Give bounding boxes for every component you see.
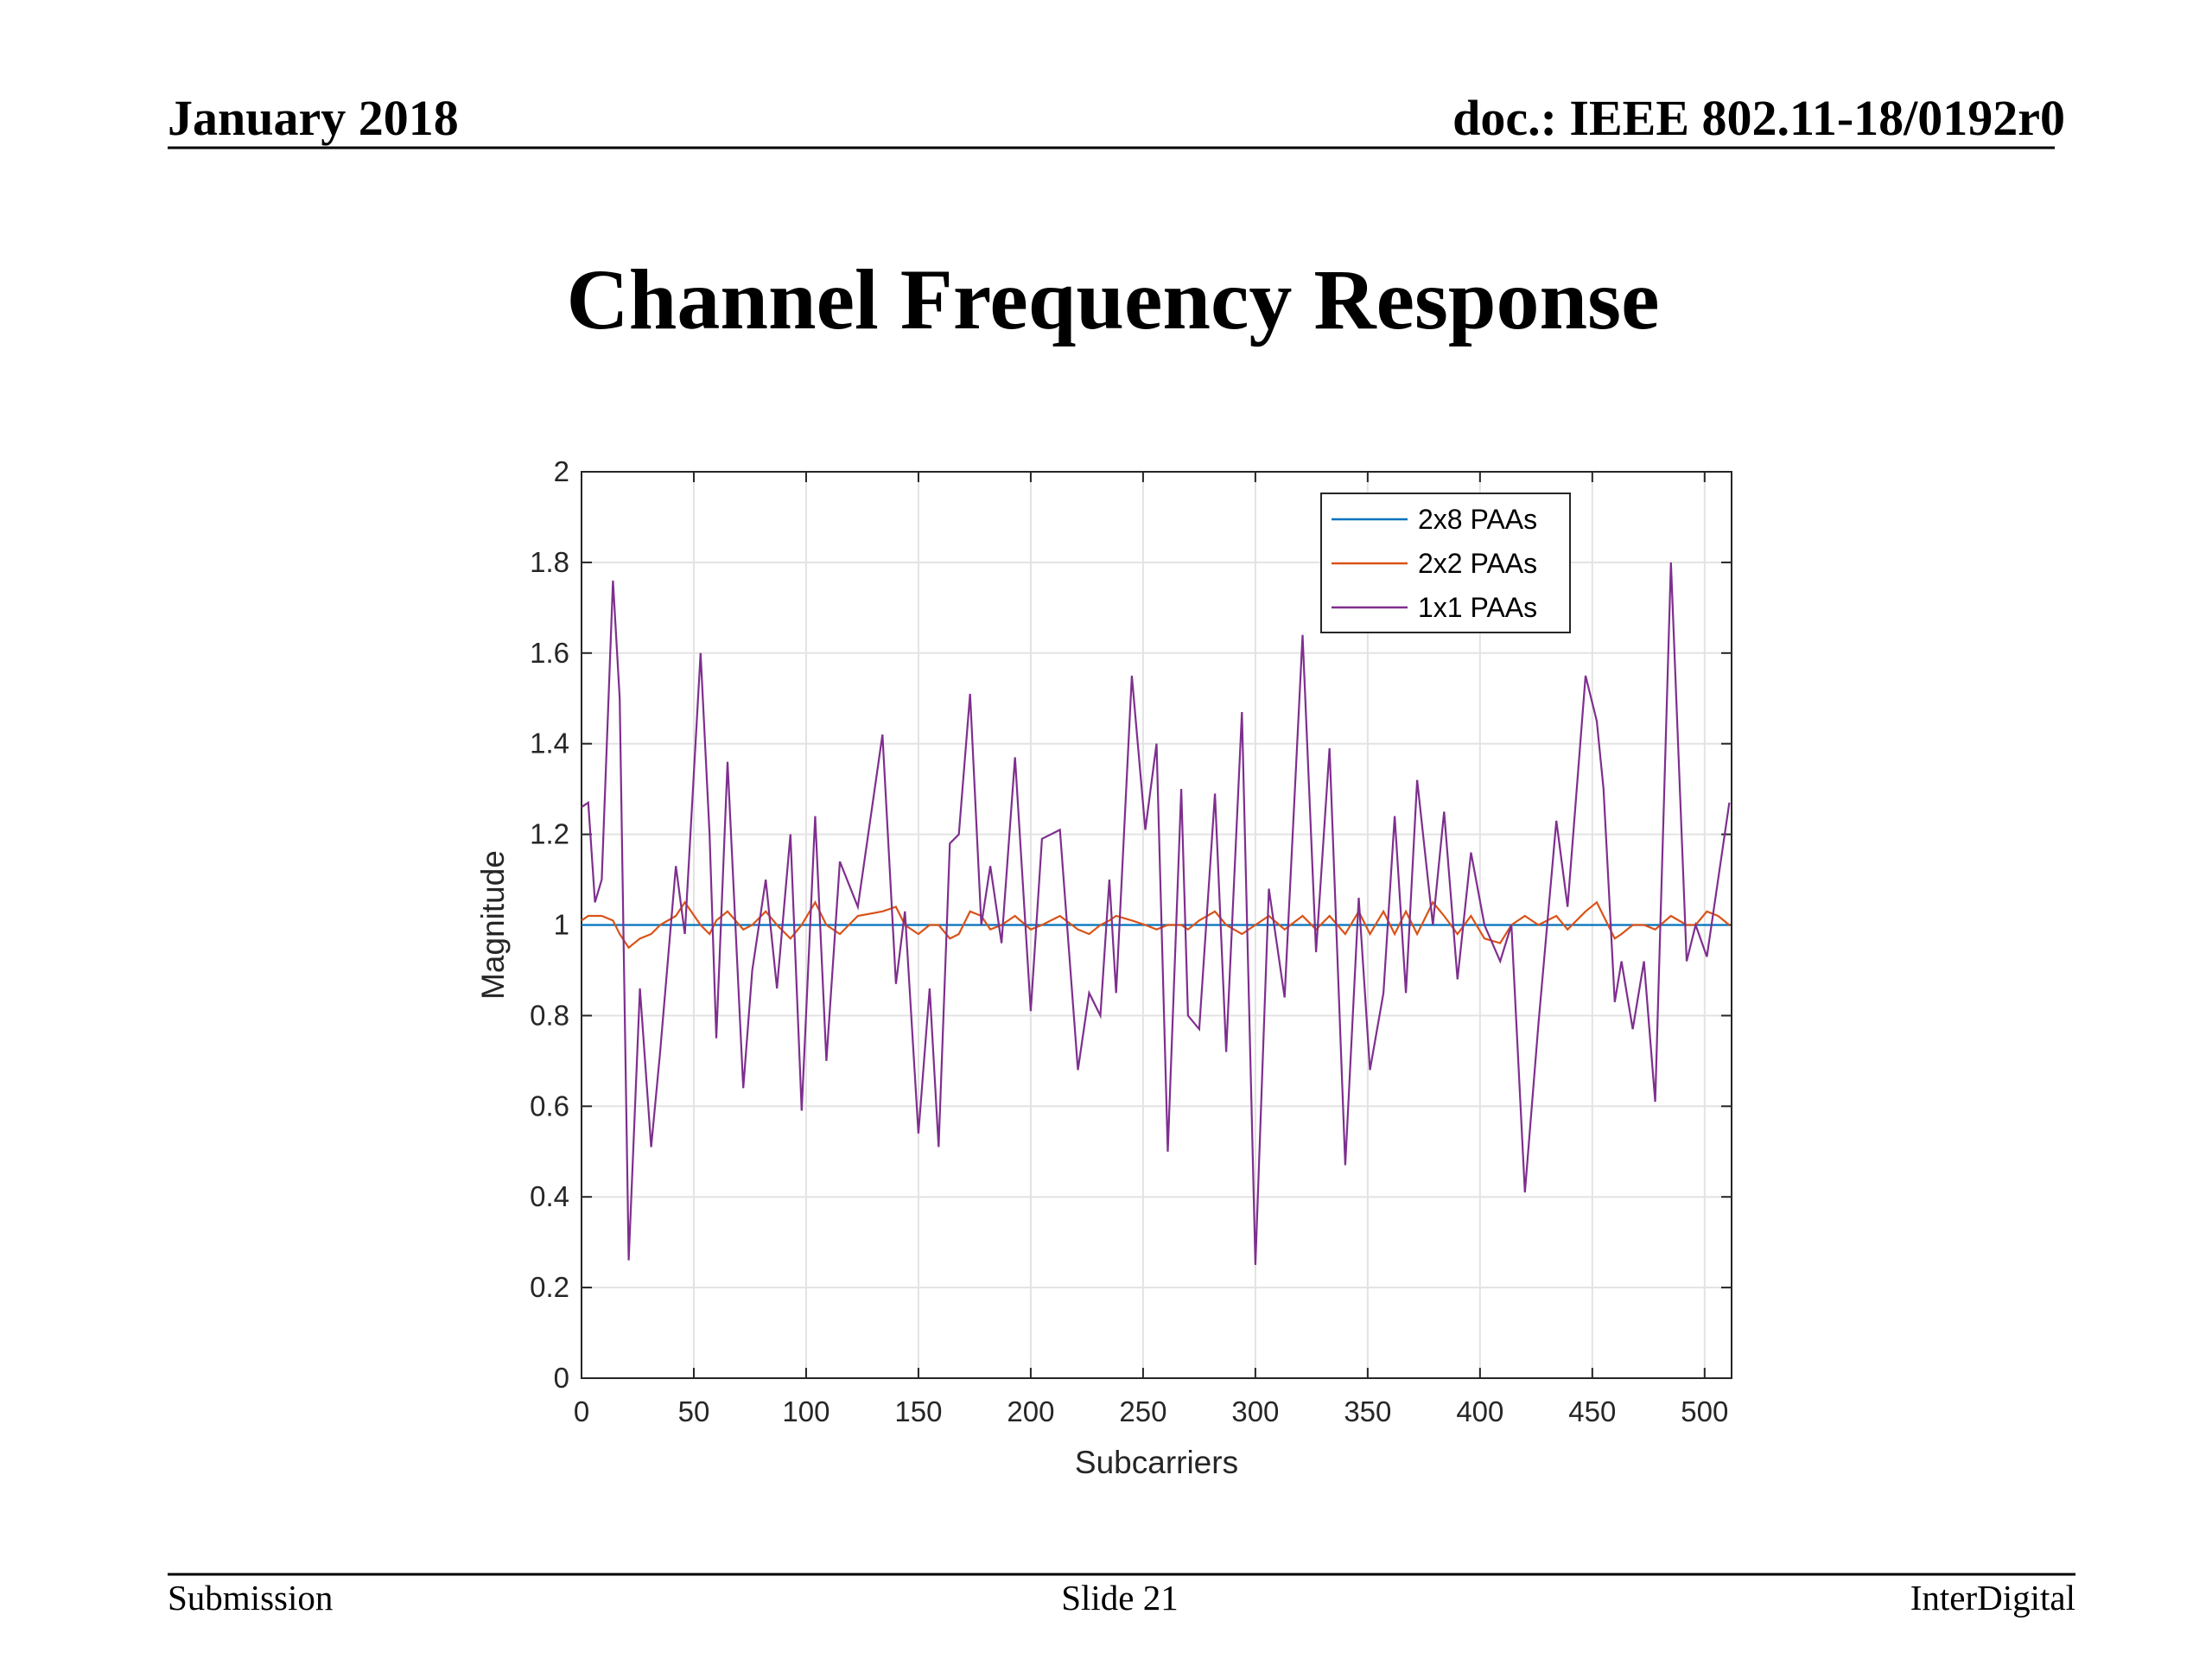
y-axis-label: Magnitude [475,850,511,1000]
x-tick-label: 50 [678,1395,710,1427]
legend-label: 2x8 PAAs [1418,504,1537,535]
x-tick-label: 150 [894,1395,942,1427]
y-tick-label: 0.8 [530,999,569,1031]
x-tick-label: 450 [1568,1395,1616,1427]
header-date: January 2018 [168,90,459,146]
y-tick-label: 0.2 [530,1271,569,1303]
x-tick-label: 500 [1681,1395,1728,1427]
x-tick-label: 100 [782,1395,830,1427]
y-tick-label: 0.6 [530,1090,569,1122]
footer-left: Submission [168,1578,333,1618]
data-line [581,562,1731,1265]
y-tick-label: 1.2 [530,818,569,850]
x-axis-label: Subcarriers [1075,1445,1238,1480]
x-tick-label: 300 [1231,1395,1279,1427]
y-tick-label: 1.8 [530,546,569,578]
y-tick-label: 1.4 [530,728,569,760]
chart: 0 0.2 0.4 0.6 0.8 1 1.2 1.4 1.6 1.8 2 0 50 100 150 200 2… [475,455,1732,1480]
header-doc: doc.: IEEE 802.11-18/0192r0 [1452,90,2065,146]
legend-label: 1x1 PAAs [1418,592,1537,623]
x-tick-label: 0 [574,1395,589,1427]
footer-right: InterDigital [1910,1578,2075,1618]
y-tick-label: 0 [554,1362,569,1394]
x-tick-label: 400 [1456,1395,1503,1427]
y-tick-label: 0.4 [530,1180,569,1212]
footer-center: Slide 21 [1061,1578,1179,1618]
y-tick-label: 1 [554,909,569,941]
y-tick-label: 1.6 [530,637,569,669]
data-line [581,900,1731,950]
x-tick-label: 250 [1119,1395,1166,1427]
slide-title: Channel Frequency Response [567,251,1660,347]
y-tick-label: 2 [554,455,569,487]
x-tick-label: 350 [1344,1395,1391,1427]
x-tick-label: 200 [1007,1395,1054,1427]
legend-label: 2x2 PAAs [1418,548,1537,579]
